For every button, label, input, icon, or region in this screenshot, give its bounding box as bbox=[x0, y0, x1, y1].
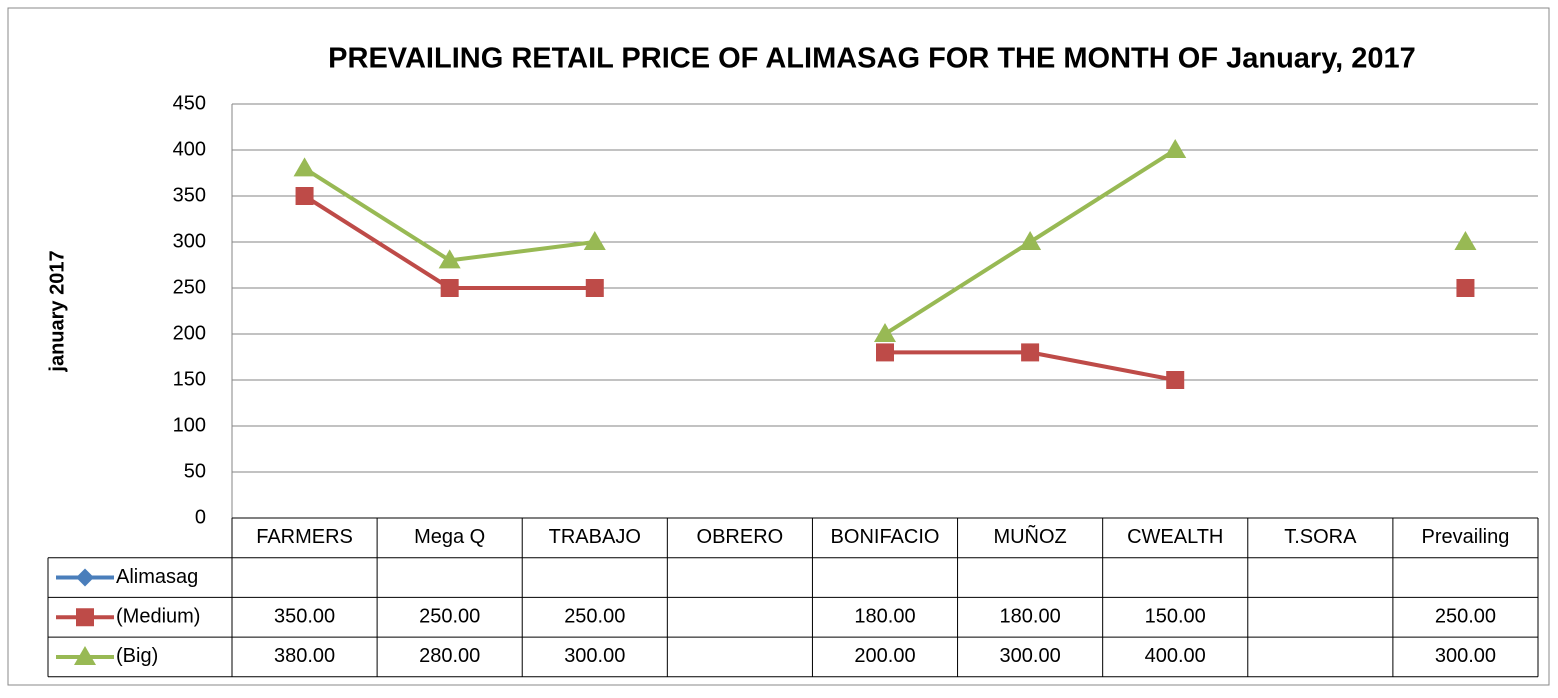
data-point bbox=[876, 343, 894, 362]
legend-marker bbox=[76, 608, 94, 627]
data-point bbox=[440, 279, 459, 297]
x-tick-label: Mega Q bbox=[414, 526, 485, 548]
x-tick-label: CWEALTH bbox=[1127, 526, 1223, 548]
y-axis-label: january 2017 bbox=[46, 250, 68, 372]
y-tick-label: 450 bbox=[173, 92, 206, 114]
data-point bbox=[1166, 371, 1185, 389]
table-value: 350.00 bbox=[274, 606, 335, 628]
legend-label: (Big) bbox=[116, 645, 158, 667]
table-value: 250.00 bbox=[564, 606, 625, 628]
legend-marker bbox=[76, 568, 94, 587]
data-point bbox=[583, 231, 606, 250]
chart-frame bbox=[7, 7, 1550, 686]
x-tick-label: Prevailing bbox=[1422, 526, 1510, 548]
table-value: 180.00 bbox=[1000, 606, 1061, 628]
table-value: 380.00 bbox=[274, 645, 335, 667]
y-tick-label: 100 bbox=[173, 414, 206, 436]
data-point bbox=[1456, 279, 1475, 297]
legend-label: Alimasag bbox=[116, 566, 198, 588]
legend-marker bbox=[74, 645, 96, 665]
table-value: 150.00 bbox=[1145, 606, 1206, 628]
data-point bbox=[293, 157, 316, 177]
x-tick-label: T.SORA bbox=[1284, 526, 1357, 548]
data-point bbox=[1164, 139, 1187, 158]
y-tick-label: 400 bbox=[173, 138, 206, 160]
table-value: 400.00 bbox=[1145, 645, 1206, 667]
x-tick-label: FARMERS bbox=[256, 526, 353, 548]
y-tick-label: 150 bbox=[173, 368, 206, 390]
y-tick-label: 250 bbox=[173, 276, 206, 298]
data-point bbox=[295, 187, 314, 205]
y-tick-label: 50 bbox=[184, 460, 206, 482]
x-tick-label: MUÑOZ bbox=[993, 524, 1066, 548]
x-tick-label: BONIFACIO bbox=[831, 526, 940, 548]
y-tick-label: 200 bbox=[173, 322, 206, 344]
y-tick-label: 350 bbox=[173, 184, 206, 206]
y-tick-label: 300 bbox=[173, 230, 206, 252]
data-point bbox=[585, 279, 604, 297]
chart-title: PREVAILING RETAIL PRICE OF ALIMASAG FOR … bbox=[328, 43, 1416, 75]
table-value: 300.00 bbox=[1000, 645, 1061, 667]
data-point bbox=[1021, 343, 1040, 362]
data-point bbox=[1454, 231, 1477, 250]
table-value: 300.00 bbox=[564, 645, 625, 667]
table-value: 280.00 bbox=[419, 645, 480, 667]
table-value: 180.00 bbox=[854, 606, 915, 628]
data-point bbox=[1019, 231, 1042, 250]
table-value: 200.00 bbox=[854, 645, 915, 667]
legend-label: (Medium) bbox=[116, 606, 200, 628]
x-tick-label: TRABAJO bbox=[549, 526, 641, 548]
table-value: 250.00 bbox=[419, 606, 480, 628]
data-point bbox=[874, 323, 896, 342]
data-point bbox=[438, 249, 461, 269]
x-tick-label: OBRERO bbox=[697, 526, 784, 548]
y-tick-label: 0 bbox=[195, 506, 206, 528]
table-value: 250.00 bbox=[1435, 606, 1496, 628]
table-value: 300.00 bbox=[1435, 645, 1496, 667]
